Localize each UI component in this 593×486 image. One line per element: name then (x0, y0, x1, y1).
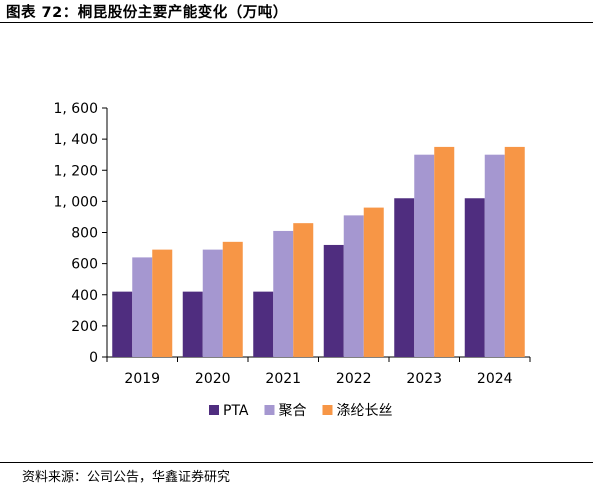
bar-聚合 (484, 154, 505, 357)
bar-PTA (253, 291, 274, 357)
bar-聚合 (414, 154, 435, 357)
bar-聚合 (273, 230, 294, 357)
bar-聚合 (343, 215, 364, 357)
legend-swatch (209, 405, 219, 415)
title-divider (0, 22, 593, 23)
x-tick-label: 2022 (336, 371, 372, 387)
x-tick-label: 2021 (265, 371, 301, 387)
legend-label: PTA (223, 403, 249, 419)
y-tick-label: 1, 200 (53, 163, 98, 179)
legend-label: 涤纶长丝 (336, 403, 392, 419)
source-divider (0, 462, 593, 463)
source-note: 资料来源：公司公告，华鑫证券研究 (22, 470, 231, 485)
bar-PTA (323, 244, 344, 357)
y-tick-label: 600 (71, 257, 98, 273)
bar-PTA (394, 198, 415, 357)
figure-title: 图表 72：桐昆股份主要产能变化（万吨） (6, 5, 288, 21)
legend-label: 聚合 (278, 403, 306, 419)
bar-涤纶长丝 (293, 223, 314, 357)
y-tick-label: 1, 400 (53, 132, 98, 148)
bar-涤纶长丝 (504, 146, 525, 357)
bar-聚合 (132, 257, 153, 357)
legend-swatch (264, 405, 275, 415)
bar-涤纶长丝 (152, 249, 173, 357)
y-tick-label: 200 (71, 319, 98, 335)
x-tick-label: 2019 (124, 371, 160, 387)
legend-swatch (322, 405, 333, 415)
y-tick-label: 400 (71, 288, 98, 304)
bar-PTA (182, 291, 203, 357)
x-tick-label: 2023 (406, 371, 442, 387)
bar-PTA (112, 291, 133, 357)
x-tick-label: 2024 (477, 371, 513, 387)
y-tick-label: 1, 000 (53, 194, 98, 210)
bar-涤纶长丝 (222, 241, 243, 357)
y-tick-label: 0 (89, 350, 98, 366)
bar-聚合 (202, 249, 223, 357)
bar-涤纶长丝 (434, 146, 455, 357)
x-tick-label: 2020 (195, 371, 231, 387)
bar-涤纶长丝 (363, 207, 384, 357)
y-tick-label: 1, 600 (53, 101, 98, 117)
y-tick-label: 800 (71, 226, 98, 242)
bar-PTA (464, 198, 485, 357)
